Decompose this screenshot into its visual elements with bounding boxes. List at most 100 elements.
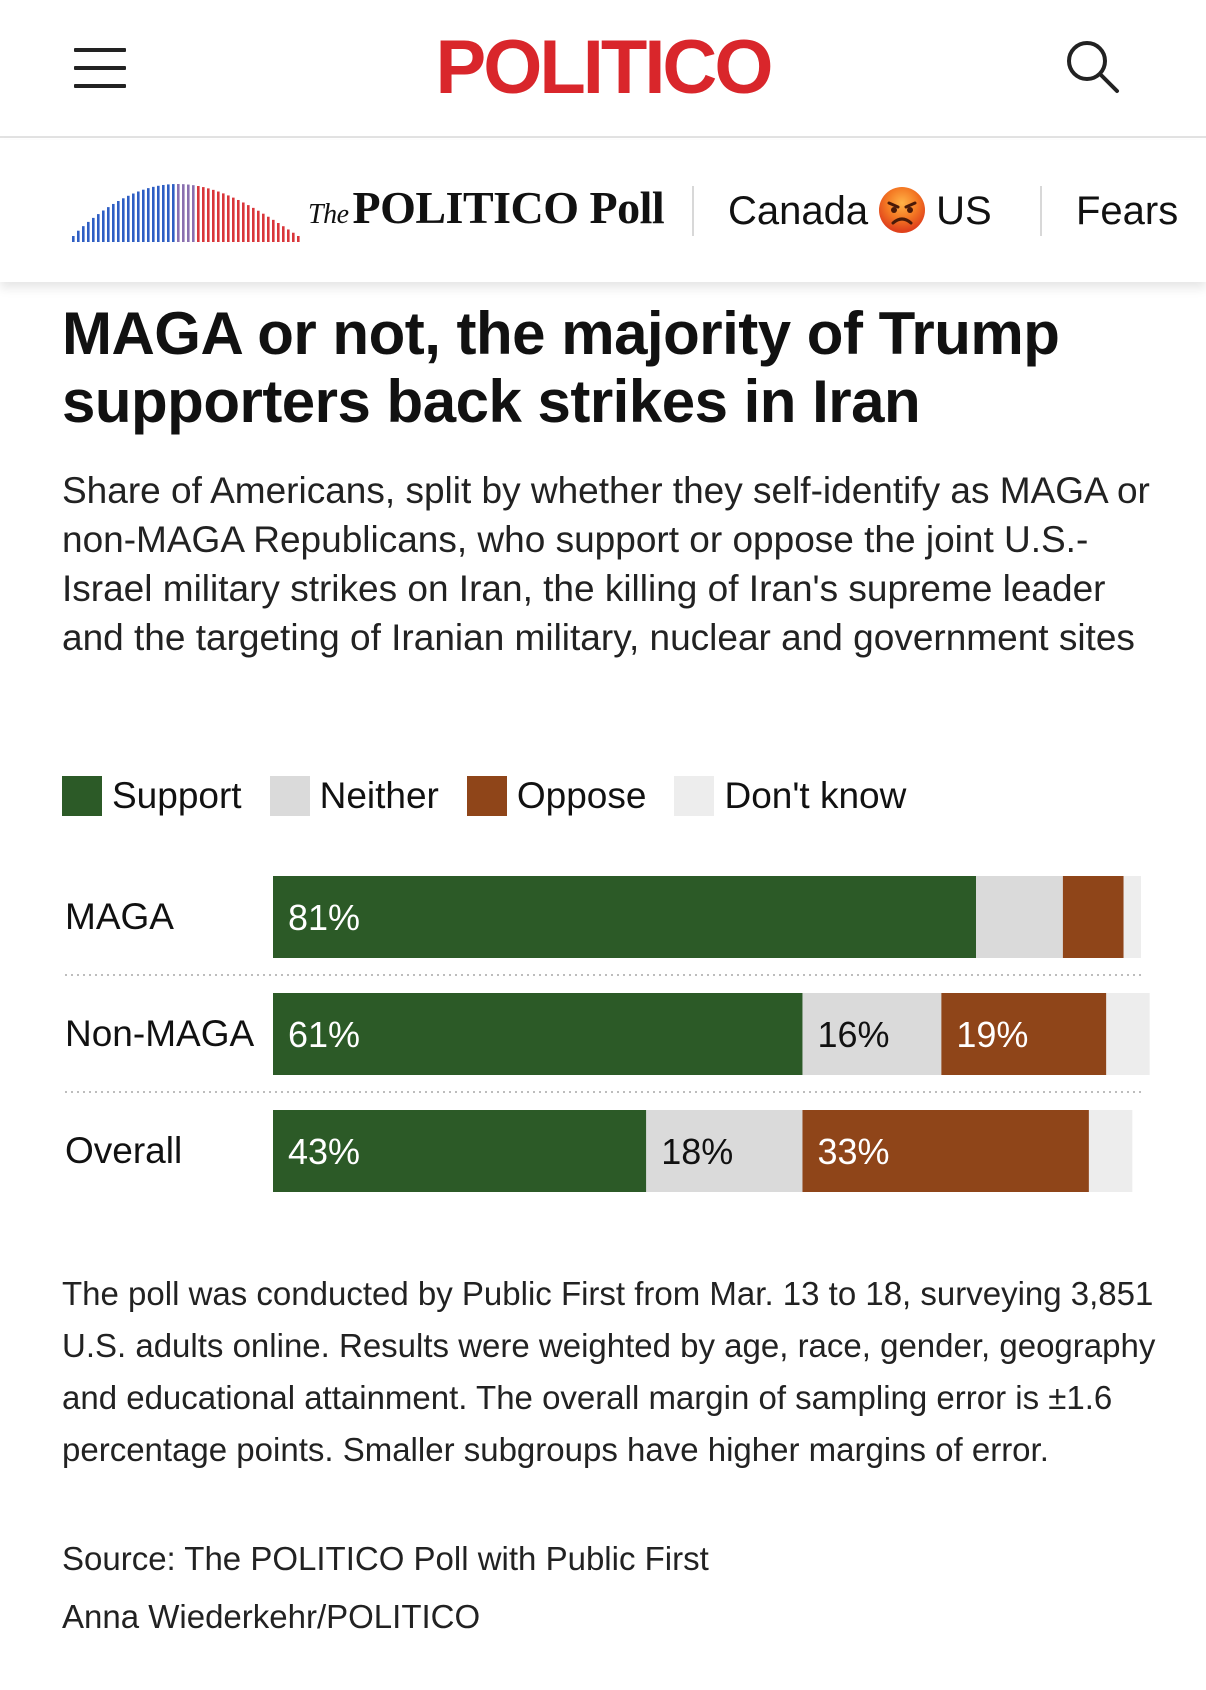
poll-logo-bar (147, 188, 150, 242)
poll-logo-bar (157, 185, 160, 242)
poll-bars-logo-icon (72, 184, 300, 242)
legend-label: Don't know (724, 775, 907, 816)
poll-subnav: ThePOLITICO Poll Canada US Fears (0, 140, 1206, 282)
poll-logo-bar (197, 186, 200, 242)
poll-logo-bar (292, 232, 295, 242)
bar-segment (1062, 876, 1124, 958)
poll-logo-bar (122, 198, 125, 242)
legend-label: Support (112, 775, 242, 816)
chart-svg: 81% 61% 16% 19% 43% 18% 33% (65, 876, 1150, 1192)
legend-item: Don't know (674, 776, 906, 816)
bar-segment (1123, 876, 1141, 958)
legend-item: Support (62, 776, 242, 816)
poll-logo-bar (242, 202, 245, 242)
poll-logo-bar (192, 185, 195, 242)
poll-logo-bar (222, 193, 225, 242)
poll-logo-bar (107, 207, 110, 242)
poll-logo-bar (162, 184, 165, 242)
poll-logo-bar (257, 210, 260, 242)
bar-segment (646, 1110, 803, 1192)
data-label: 61% (288, 1014, 360, 1055)
legend-item: Oppose (466, 775, 647, 816)
poll-logo-bar (172, 184, 175, 242)
chart-legend: Support Neither Oppose Don't know (62, 776, 934, 816)
nav-link-label: US (936, 189, 992, 233)
angry-face-icon (879, 187, 926, 233)
poll-logo-bar (202, 187, 205, 242)
poll-logo-bar (127, 195, 130, 242)
data-label: 33% (817, 1131, 889, 1172)
nav-divider (692, 186, 694, 236)
nav-link-label: Canada (728, 189, 869, 233)
bar-segment (273, 1110, 647, 1192)
poll-brand-name: POLITICO Poll (352, 182, 665, 233)
poll-logo-bar (252, 207, 255, 242)
legend-item: Neither (269, 775, 439, 816)
nav-link-fears[interactable]: Fears (1076, 189, 1179, 233)
poll-logo-bar (92, 217, 95, 242)
poll-logo-bar (282, 226, 285, 242)
data-label: 81% (288, 897, 360, 938)
poll-logo-bar (87, 221, 90, 242)
bar-segment (273, 876, 977, 958)
article-headline: MAGA or not, the majority of Trump suppo… (62, 300, 1060, 435)
poll-logo-bar (182, 184, 185, 242)
poll-logo-bar (272, 219, 275, 242)
politico-poll-brand[interactable]: ThePOLITICO Poll (70, 181, 665, 242)
poll-logo-bar (117, 201, 120, 242)
legend-swatch (62, 776, 102, 816)
poll-logo-bar (207, 188, 210, 242)
legend-label: Neither (319, 775, 439, 816)
category-label: MAGA (65, 896, 174, 937)
hamburger-menu-icon[interactable] (74, 48, 126, 88)
search-icon[interactable] (1062, 36, 1122, 96)
bar-segment (1106, 993, 1150, 1075)
poll-logo-bar (152, 186, 155, 242)
data-label: 18% (661, 1131, 733, 1172)
poll-brand-title: ThePOLITICO Poll (308, 181, 665, 242)
poll-logo-bar (142, 189, 145, 242)
site-logo[interactable]: POLITICO (435, 25, 774, 110)
site-header: POLITICO (0, 0, 1206, 138)
poll-logo-bar (237, 199, 240, 242)
nav-divider (1040, 186, 1042, 236)
poll-logo-bar (287, 229, 290, 242)
poll-logo-bar (217, 191, 220, 242)
poll-logo-bar (77, 230, 80, 242)
bar-segment (1088, 1110, 1133, 1192)
poll-logo-bar (212, 189, 215, 242)
poll-logo-bar (262, 213, 265, 242)
poll-logo-bar (97, 214, 100, 242)
poll-logo-bar (227, 195, 230, 242)
category-label: Non-MAGA (65, 1013, 255, 1054)
legend-swatch (466, 776, 507, 816)
poll-logo-bar (82, 226, 85, 242)
bar-segment (941, 993, 1107, 1075)
menu-line (74, 66, 126, 70)
source-line: Source: The POLITICO Poll with Public Fi… (62, 1540, 709, 1577)
bar-segment (273, 993, 803, 1075)
bar-segment (802, 1110, 1089, 1192)
category-label: Overall (65, 1130, 183, 1171)
legend-label: Oppose (516, 775, 647, 816)
credit-line: Anna Wiederkehr/POLITICO (62, 1598, 481, 1635)
poll-logo-bar (187, 184, 190, 242)
bar-segment (802, 993, 942, 1075)
poll-brand-prefix: The (308, 199, 349, 230)
poll-logo-bar (177, 184, 180, 242)
menu-line (74, 48, 126, 52)
poll-logo-bar (137, 191, 140, 242)
data-label: 43% (288, 1131, 360, 1172)
legend-swatch (674, 776, 715, 816)
stacked-bar-chart: 81% 61% 16% 19% 43% 18% 33% MAGA Non-MAGA Overal… (0, 860, 1206, 1210)
poll-logo-bar (232, 197, 235, 242)
poll-logo-bar (112, 203, 115, 242)
poll-logo-bar (72, 236, 75, 242)
poll-logo-bar (102, 210, 105, 242)
data-label: 19% (956, 1014, 1028, 1055)
poll-logo-bar (247, 205, 250, 242)
nav-link-canada-us[interactable]: Canada US (728, 184, 992, 238)
bar-segment (976, 876, 1063, 958)
menu-line (74, 84, 126, 88)
poll-logo-bar (267, 216, 270, 242)
